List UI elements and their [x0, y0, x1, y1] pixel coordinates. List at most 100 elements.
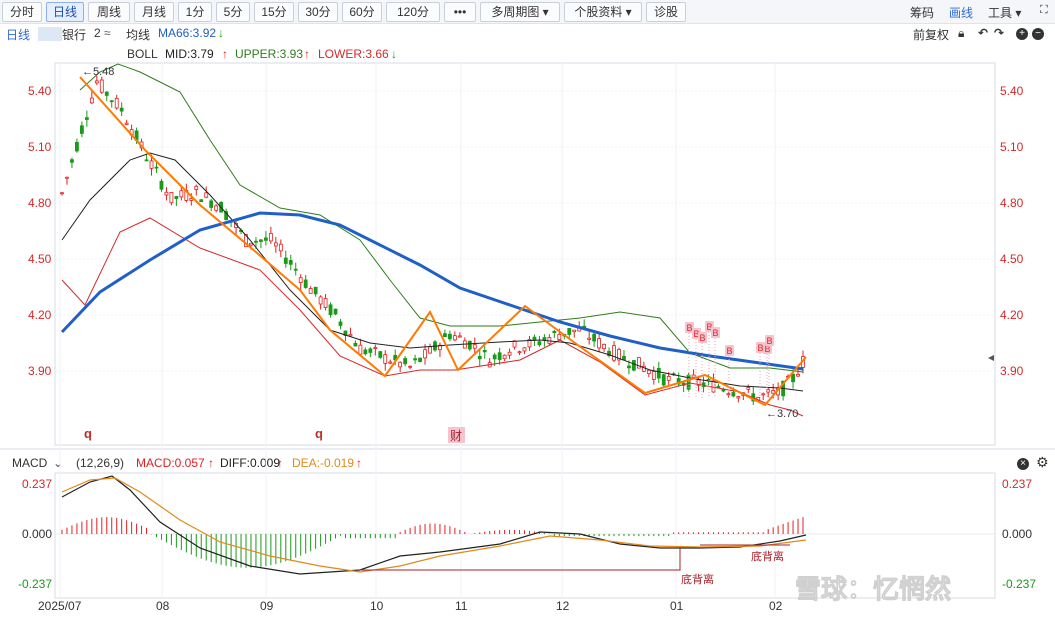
candle-body [592, 333, 597, 342]
candle-body [567, 328, 572, 335]
boll-mid-line [61, 152, 804, 392]
candle-body [746, 387, 751, 390]
price-tick-left: 4.50 [28, 252, 52, 266]
tools-menu[interactable]: 工具 ▾ [988, 6, 1022, 20]
gear-icon[interactable]: ⚙ [1036, 454, 1049, 470]
chips-button[interactable]: 筹码 [910, 6, 935, 20]
candle-body [79, 125, 84, 134]
tab-12[interactable]: 个股资料 ▾ [564, 2, 642, 22]
candle-body [189, 198, 194, 201]
time-tick: 02 [769, 599, 783, 613]
candle-body [159, 180, 164, 190]
candle-body [194, 185, 199, 190]
diff-value: DIFF:0.009 [220, 456, 281, 470]
candle-body [656, 367, 661, 379]
dea-line [61, 477, 807, 573]
macd-tick-left: -0.237 [18, 577, 52, 591]
tab-8[interactable]: 60分 [342, 2, 382, 22]
candle-body [636, 357, 641, 369]
candle-body [502, 354, 507, 360]
candle-body [373, 347, 378, 349]
buy-signal-badge [756, 342, 765, 353]
candle-body [492, 354, 497, 360]
event-marker-q2[interactable]: q [315, 426, 323, 441]
redo-icon[interactable]: ↷ [994, 26, 1005, 40]
buy-signal-label: B [700, 333, 706, 343]
candle-body [736, 396, 741, 399]
macd-tick-right: -0.237 [1002, 577, 1036, 591]
candle-body [204, 192, 209, 198]
candle-body [353, 342, 358, 347]
diff-up-arrow-icon: ↑ [277, 456, 283, 470]
candle-body [557, 333, 562, 340]
candle-body [99, 79, 104, 93]
zoom-in-icon[interactable]: + [1016, 28, 1028, 40]
draw-line-button[interactable]: 画线 [949, 6, 974, 20]
lock-icon[interactable]: 🔒︎ [958, 26, 965, 40]
tab-2[interactable]: 周线 [88, 2, 130, 22]
tab-6[interactable]: 15分 [254, 2, 294, 22]
fullscreen-icon[interactable]: ⛶ [1040, 4, 1048, 16]
candle-body [408, 365, 413, 368]
tab-4[interactable]: 1分 [178, 2, 212, 22]
buy-signal-badge [685, 322, 694, 333]
tab-10[interactable]: ••• [444, 2, 476, 22]
candle-body [323, 298, 328, 308]
tab-0[interactable]: 分时 [2, 2, 42, 22]
candle-body [771, 390, 776, 394]
candle-body [457, 335, 462, 338]
buy-signal-label: B [707, 322, 713, 332]
candle-body [607, 350, 611, 357]
close-icon[interactable]: × [1017, 458, 1029, 470]
tab-3[interactable]: 月线 [134, 2, 174, 22]
candle-body [651, 371, 656, 380]
stock-name: 银行 [62, 28, 87, 42]
event-marker-q1[interactable]: q [84, 426, 92, 441]
macd-dropdown-icon[interactable]: ⌄ [53, 456, 64, 470]
candle-body [696, 379, 701, 386]
buy-signal-badge [725, 345, 734, 356]
low-price-label: ←3.70 [766, 408, 798, 420]
tab-5[interactable]: 5分 [216, 2, 250, 22]
macd-legend: MACD ⌄ (12,26,9) MACD:0.057 ↑ DIFF:0.009… [0, 454, 1055, 473]
dea-up-arrow-icon: ↑ [356, 456, 362, 470]
candle-body [338, 321, 343, 326]
candle-body [666, 376, 671, 381]
undo-icon[interactable]: ↶ [978, 26, 989, 40]
buy-signal-label: B [687, 323, 693, 333]
candle-body [428, 346, 432, 354]
zoom-out-icon[interactable]: − [1032, 28, 1044, 40]
boll-lower-down-arrow-icon: ↓ [391, 47, 397, 61]
period-label[interactable]: 日线 [6, 28, 31, 42]
tab-13[interactable]: 诊股 [646, 2, 686, 22]
candle-body [507, 351, 512, 356]
candle-body [726, 393, 731, 396]
buy-signal-badge [765, 335, 774, 346]
earnings-marker[interactable]: 财 [450, 429, 462, 443]
macd-value: MACD:0.057 [136, 456, 205, 470]
candle-body [418, 357, 422, 362]
candle-body [288, 260, 293, 265]
candle-body [318, 296, 323, 305]
adjust-label[interactable]: 前复权 [913, 28, 950, 42]
candle-body [278, 243, 283, 252]
divergence-label-2: 底背离 [751, 549, 784, 563]
candle-body [661, 374, 666, 386]
candle-body [263, 237, 268, 241]
candle-body [179, 190, 184, 198]
tab-11[interactable]: 多周期图 ▾ [480, 2, 560, 22]
candle-body [646, 369, 651, 374]
earnings-marker-badge[interactable] [448, 427, 465, 443]
candle-body [627, 365, 631, 369]
collapse-icon[interactable]: ≈ [104, 26, 111, 40]
candle-body [482, 349, 487, 353]
tab-1[interactable]: 日线 [46, 2, 84, 22]
tab-7[interactable]: 30分 [298, 2, 338, 22]
candle-body [676, 378, 681, 385]
macd-tick-left: 0.237 [22, 477, 52, 491]
macd-name[interactable]: MACD [12, 456, 48, 470]
time-tick: 08 [156, 599, 170, 613]
avg-line-label[interactable]: 均线 [126, 28, 151, 42]
tab-9[interactable]: 120分 [386, 2, 440, 22]
